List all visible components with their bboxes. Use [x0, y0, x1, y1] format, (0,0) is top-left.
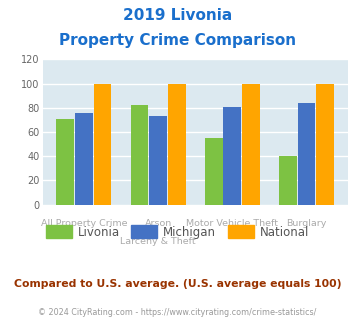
Text: Burglary: Burglary [286, 219, 327, 228]
Bar [56, 119, 74, 205]
Text: © 2024 CityRating.com - https://www.cityrating.com/crime-statistics/: © 2024 CityRating.com - https://www.city… [38, 308, 317, 316]
Bar [279, 156, 297, 205]
Text: Arson: Arson [144, 219, 172, 228]
Bar [223, 107, 241, 205]
Bar [149, 116, 167, 205]
Bar [131, 105, 148, 205]
Text: Property Crime Comparison: Property Crime Comparison [59, 33, 296, 48]
Bar [297, 103, 316, 205]
Bar [75, 113, 93, 205]
Legend: Livonia, Michigan, National: Livonia, Michigan, National [41, 221, 314, 243]
Text: Compared to U.S. average. (U.S. average equals 100): Compared to U.S. average. (U.S. average … [14, 279, 341, 289]
Text: All Property Crime: All Property Crime [41, 219, 127, 228]
Bar [316, 83, 334, 205]
Bar [242, 83, 260, 205]
Text: Motor Vehicle Theft: Motor Vehicle Theft [186, 219, 278, 228]
Text: Larceny & Theft: Larceny & Theft [120, 237, 196, 246]
Bar [168, 83, 186, 205]
Text: 2019 Livonia: 2019 Livonia [123, 8, 232, 23]
Bar [94, 83, 111, 205]
Bar [205, 138, 223, 205]
